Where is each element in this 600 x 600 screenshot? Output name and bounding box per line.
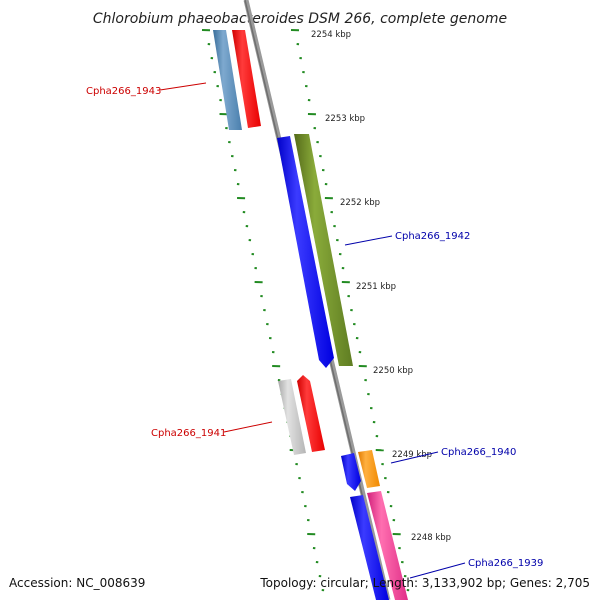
genome-summary: Topology: circular; Length: 3,133,902 bp…: [259, 576, 590, 590]
tick-label: 2253 kbp: [325, 114, 365, 124]
gene-feature-red[interactable]: [297, 375, 325, 452]
tick-label: 2254 kbp: [311, 30, 351, 40]
tick-label: 2248 kbp: [411, 533, 451, 543]
gene-features: [213, 30, 408, 600]
tick-label: 2250 kbp: [373, 366, 413, 376]
gene-label[interactable]: Cpha266_1942: [395, 231, 470, 242]
tick-label: 2249 kbp: [392, 450, 432, 460]
gene-feature-pink[interactable]: [367, 491, 408, 600]
gene-label[interactable]: Cpha266_1943: [86, 86, 161, 97]
gene-feature-steelblue[interactable]: [213, 30, 242, 130]
gene-feature-green[interactable]: [294, 134, 353, 366]
gene-feature-red[interactable]: [232, 30, 261, 128]
gene-feature-blue[interactable]: [350, 495, 389, 600]
gene-label[interactable]: Cpha266_1941: [151, 428, 226, 439]
gene-feature-blue[interactable]: [341, 453, 361, 491]
tick-label: 2252 kbp: [340, 198, 380, 208]
gene-labels: Cpha266_1943 Cpha266_1942 Cpha266_1941 C…: [86, 82, 543, 579]
gene-feature-orange[interactable]: [358, 450, 380, 488]
map-title: Chlorobium phaeobacteroides DSM 266, com…: [93, 11, 507, 27]
gene-feature-gray[interactable]: [278, 379, 306, 455]
gene-feature-blue[interactable]: [277, 136, 334, 368]
tick-labels: 2254 kbp 2253 kbp 2252 kbp 2251 kbp 2250…: [311, 30, 451, 543]
accession-label: Accession: NC_008639: [9, 576, 145, 590]
tick-label: 2251 kbp: [356, 282, 396, 292]
gene-label[interactable]: Cpha266_1939: [468, 558, 543, 569]
ruler: [201, 29, 410, 592]
gene-label[interactable]: Cpha266_1940: [441, 447, 516, 458]
